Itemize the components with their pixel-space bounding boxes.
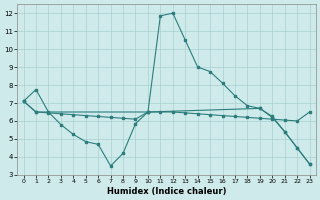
X-axis label: Humidex (Indice chaleur): Humidex (Indice chaleur) [107,187,226,196]
